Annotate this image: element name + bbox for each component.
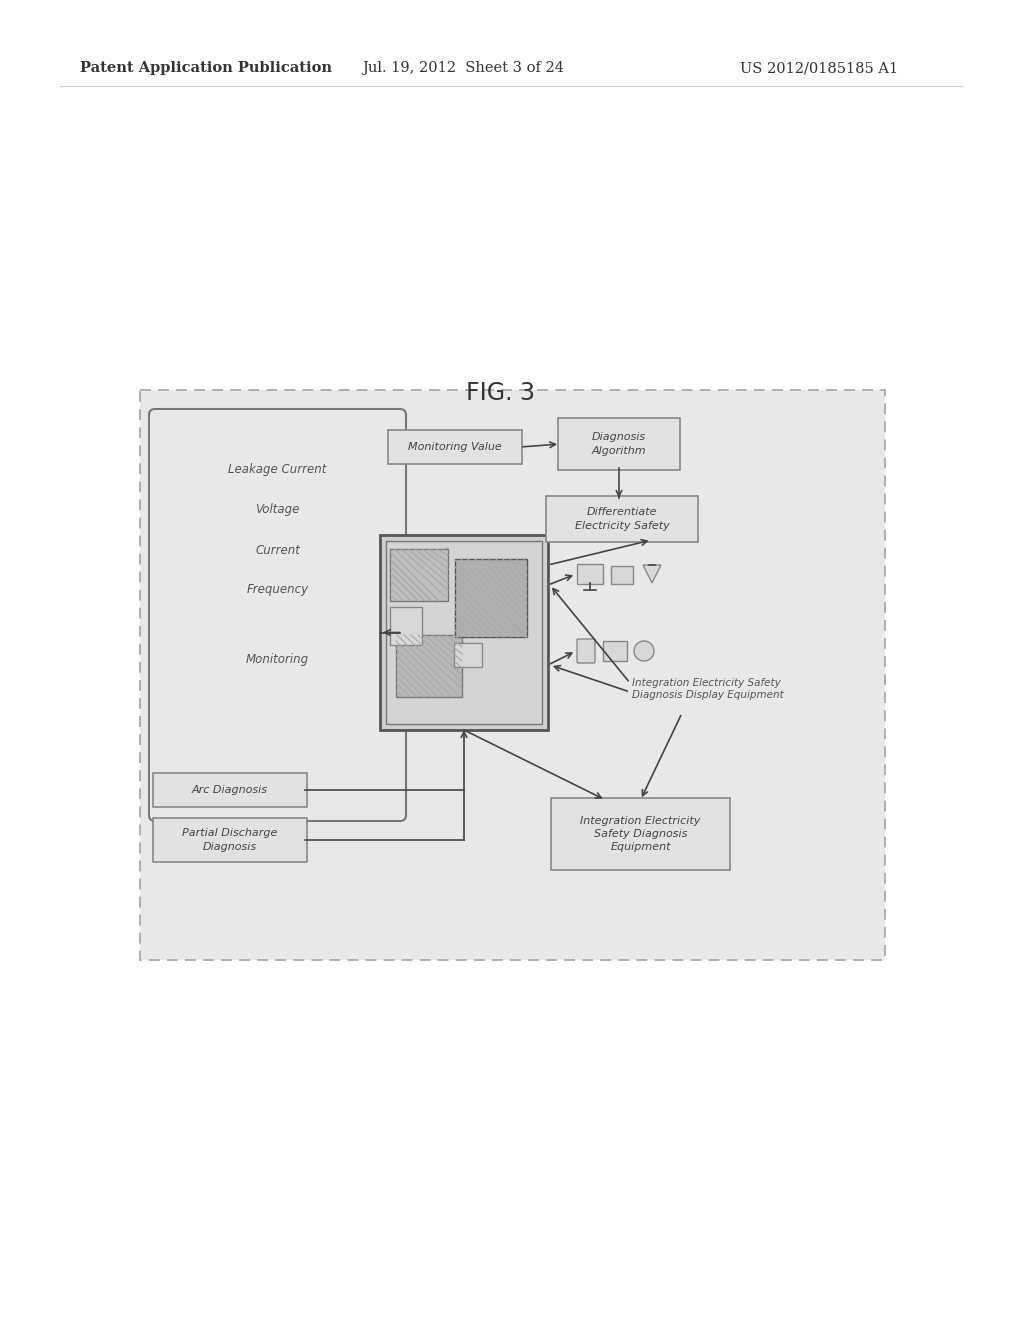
Text: Jul. 19, 2012  Sheet 3 of 24: Jul. 19, 2012 Sheet 3 of 24 (362, 61, 564, 75)
FancyBboxPatch shape (611, 566, 633, 583)
Text: Patent Application Publication: Patent Application Publication (80, 61, 332, 75)
FancyBboxPatch shape (380, 535, 548, 730)
FancyBboxPatch shape (150, 409, 406, 821)
FancyBboxPatch shape (396, 635, 462, 697)
Text: Arc Diagnosis: Arc Diagnosis (193, 785, 268, 795)
FancyBboxPatch shape (390, 549, 449, 601)
FancyBboxPatch shape (390, 607, 422, 645)
Text: Integration Electricity
Safety Diagnosis
Equipment: Integration Electricity Safety Diagnosis… (581, 816, 700, 853)
Text: Partial Discharge
Diagnosis: Partial Discharge Diagnosis (182, 829, 278, 851)
Text: Monitoring Value: Monitoring Value (409, 442, 502, 451)
FancyBboxPatch shape (153, 818, 307, 862)
Text: Current: Current (255, 544, 300, 557)
FancyBboxPatch shape (388, 430, 522, 465)
FancyBboxPatch shape (558, 418, 680, 470)
Polygon shape (643, 565, 662, 583)
Text: Monitoring: Monitoring (246, 653, 309, 667)
FancyBboxPatch shape (577, 564, 603, 583)
Text: Voltage: Voltage (255, 503, 300, 516)
FancyBboxPatch shape (454, 643, 482, 667)
FancyBboxPatch shape (546, 496, 698, 543)
FancyBboxPatch shape (603, 642, 627, 661)
Text: Frequency: Frequency (247, 583, 308, 597)
FancyBboxPatch shape (551, 799, 730, 870)
Text: Diagnosis
Algorithm: Diagnosis Algorithm (592, 433, 646, 455)
Text: Leakage Current: Leakage Current (228, 463, 327, 477)
Text: Differentiate
Electricity Safety: Differentiate Electricity Safety (574, 507, 670, 531)
Circle shape (634, 642, 654, 661)
FancyBboxPatch shape (577, 639, 595, 663)
FancyBboxPatch shape (153, 774, 307, 807)
Text: Integration Electricity Safety
Diagnosis Display Equipment: Integration Electricity Safety Diagnosis… (632, 678, 783, 700)
Text: US 2012/0185185 A1: US 2012/0185185 A1 (740, 61, 898, 75)
FancyBboxPatch shape (455, 558, 527, 638)
FancyBboxPatch shape (386, 541, 542, 723)
Text: FIG. 3: FIG. 3 (466, 381, 535, 405)
FancyBboxPatch shape (140, 389, 885, 960)
